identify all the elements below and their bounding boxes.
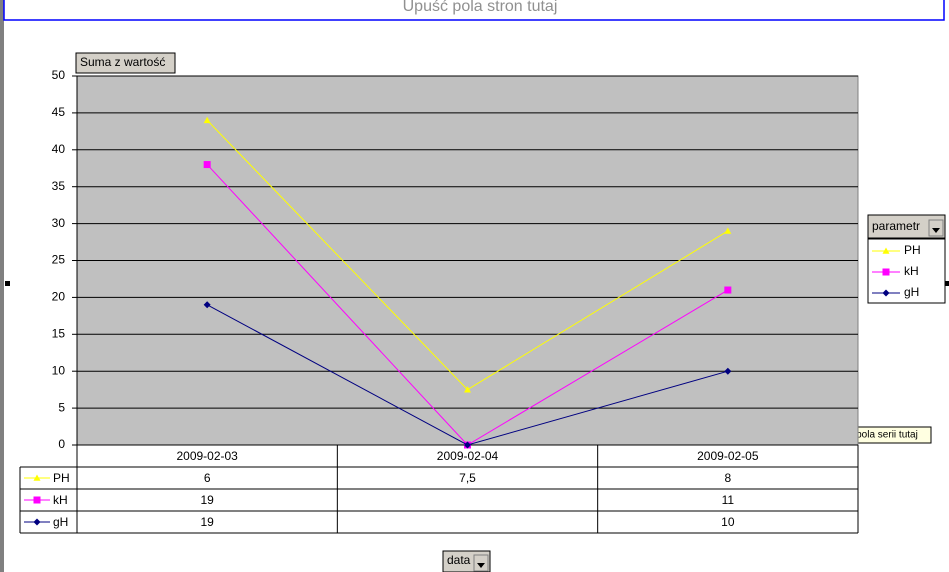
table-row-label: gH <box>53 515 68 529</box>
legend-marker <box>882 247 890 254</box>
point <box>724 367 732 375</box>
table-cell: 6 <box>204 471 211 485</box>
y-tick-label: 5 <box>58 400 65 414</box>
y-tick-label: 10 <box>52 363 66 377</box>
y-tick-label: 25 <box>52 253 66 267</box>
table-cell: 11 <box>722 493 735 507</box>
x-tick-label: 2009-02-03 <box>176 449 238 463</box>
legend-label: PH <box>904 243 921 257</box>
table-cell: 19 <box>200 515 214 529</box>
series-field-button[interactable] <box>867 214 946 239</box>
page-drop-zone[interactable] <box>3 0 945 21</box>
point <box>203 161 211 169</box>
series-field-label: parametr <box>872 219 920 233</box>
point <box>724 286 732 294</box>
legend <box>867 238 946 304</box>
category-field-label: data <box>447 553 471 567</box>
point <box>203 301 211 309</box>
y-tick-label: 40 <box>52 142 66 156</box>
data-field-label: Suma z wartość <box>80 55 165 69</box>
y-tick-label: 0 <box>58 437 65 451</box>
table-marker <box>33 474 41 481</box>
table-marker <box>33 496 41 504</box>
x-tick-label: 2009-02-04 <box>437 449 499 463</box>
point <box>724 227 732 234</box>
legend-label: gH <box>904 285 919 299</box>
data-field-button[interactable] <box>75 52 176 74</box>
table-cell: 19 <box>200 493 214 507</box>
window-edge <box>0 0 4 572</box>
table-cell: 8 <box>724 471 731 485</box>
point <box>464 386 471 393</box>
legend-marker <box>882 289 890 297</box>
legend-label: kH <box>904 264 919 278</box>
page-drop-label: Upuść pola stron tutaj <box>403 0 558 15</box>
table-row-label: kH <box>53 493 68 507</box>
point <box>203 116 211 124</box>
y-tick-label: 45 <box>52 105 66 119</box>
table-row-label: PH <box>53 471 70 485</box>
handle <box>5 281 10 286</box>
dropdown-arrow <box>477 563 485 568</box>
y-tick-label: 50 <box>52 68 66 82</box>
table-cell: 7,5 <box>459 471 476 485</box>
y-tick-label: 20 <box>52 290 66 304</box>
handle <box>944 281 949 286</box>
legend-marker <box>882 268 890 276</box>
dropdown-arrow <box>932 228 940 233</box>
point <box>464 441 471 449</box>
table-cell: 10 <box>721 515 735 529</box>
series-drop-label: Upuść pola serii tutaj <box>825 430 918 441</box>
table-marker <box>33 518 41 526</box>
y-tick-label: 30 <box>52 216 66 230</box>
y-tick-label: 15 <box>52 326 66 340</box>
y-tick-label: 35 <box>52 179 66 193</box>
x-tick-label: 2009-02-05 <box>697 449 759 463</box>
